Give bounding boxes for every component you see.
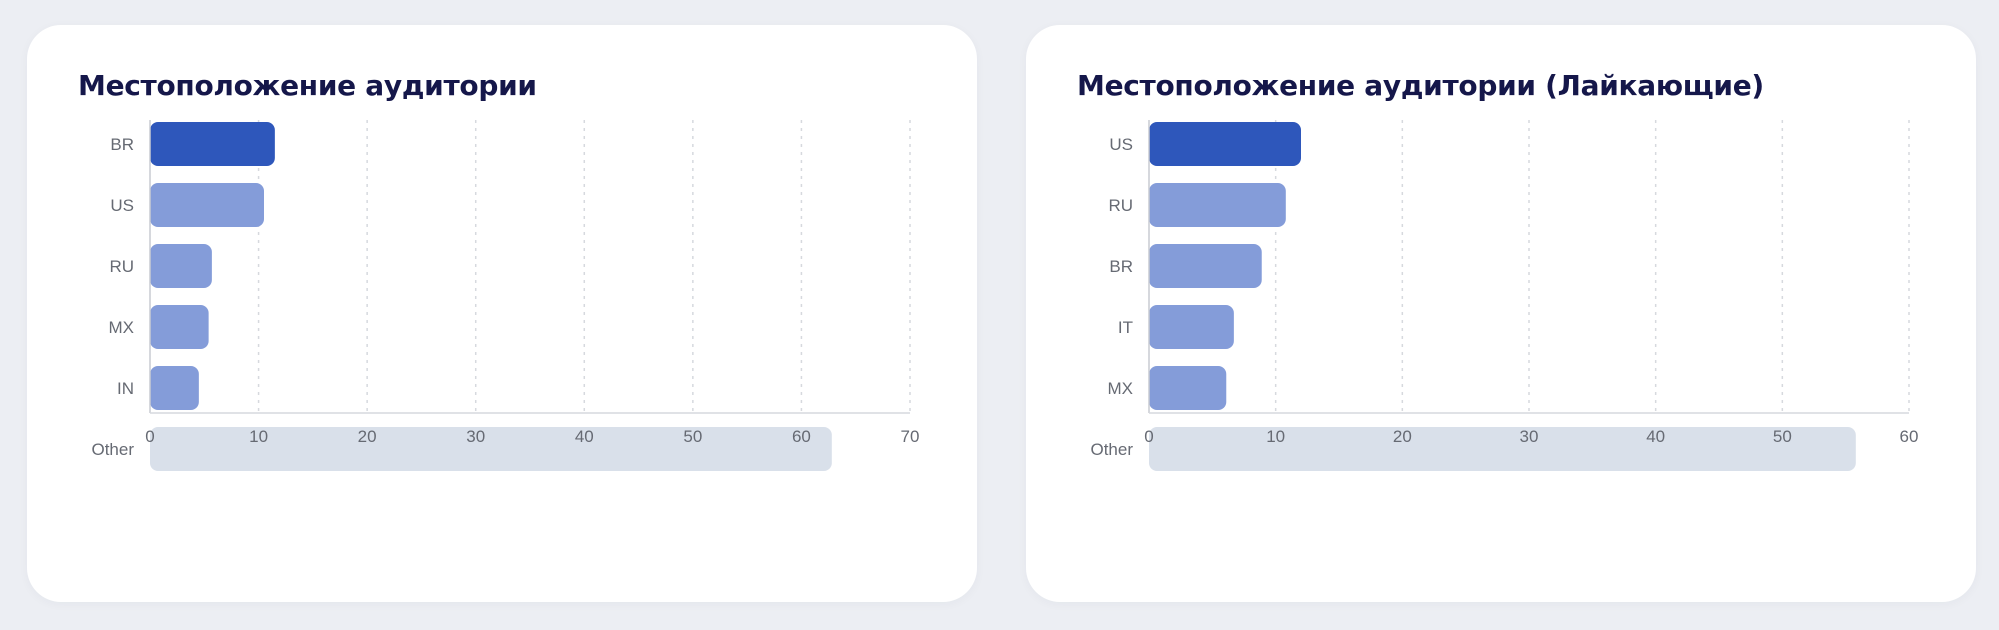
category-label: BR xyxy=(110,135,134,154)
bar-mx[interactable] xyxy=(1149,366,1227,410)
category-label: RU xyxy=(1108,196,1133,215)
x-tick-label: 20 xyxy=(1393,427,1412,446)
x-tick-label: 0 xyxy=(1144,427,1153,446)
bar-us[interactable] xyxy=(1149,122,1301,166)
bar-us[interactable] xyxy=(150,183,264,227)
bar-other[interactable] xyxy=(1149,427,1856,471)
x-tick-label: 40 xyxy=(575,427,594,446)
category-label: BR xyxy=(1109,257,1133,276)
category-label: Other xyxy=(1090,440,1133,459)
x-tick-label: 60 xyxy=(1900,427,1919,446)
audience-location-chart: BR US RU MX IN Other 0 10 20 30 40 50 60 70 xyxy=(91,120,920,471)
bar-br[interactable] xyxy=(150,122,275,166)
audience-location-likers-chart: US RU BR IT MX Other 0 10 20 30 40 50 60 xyxy=(1090,120,1919,471)
bar-br[interactable] xyxy=(1149,244,1262,288)
category-label: US xyxy=(110,196,134,215)
category-label: Other xyxy=(91,440,134,459)
category-label: US xyxy=(1109,135,1133,154)
category-label: IT xyxy=(1118,318,1133,337)
chart-title: Местоположение аудитории (Лайкающие) xyxy=(1077,69,1764,102)
chart-title: Местоположение аудитории xyxy=(78,69,537,102)
x-tick-label: 60 xyxy=(792,427,811,446)
bar-in[interactable] xyxy=(150,366,199,410)
x-tick-label: 70 xyxy=(901,427,920,446)
category-label: IN xyxy=(117,379,134,398)
bar-mx[interactable] xyxy=(150,305,209,349)
x-tick-label: 50 xyxy=(683,427,702,446)
x-tick-label: 10 xyxy=(249,427,268,446)
audience-location-likers-card: Местоположение аудитории (Лайкающие) US R… xyxy=(1026,25,1976,602)
bar-it[interactable] xyxy=(1149,305,1234,349)
audience-location-card: Местоположение аудитории BR US RU MX IN Other… xyxy=(27,25,977,602)
bar-ru[interactable] xyxy=(150,244,212,288)
x-tick-label: 0 xyxy=(145,427,154,446)
x-tick-label: 30 xyxy=(466,427,485,446)
category-label: MX xyxy=(109,318,135,337)
x-tick-label: 10 xyxy=(1266,427,1285,446)
category-label: RU xyxy=(109,257,134,276)
x-tick-label: 40 xyxy=(1646,427,1665,446)
x-tick-label: 20 xyxy=(358,427,377,446)
bar-ru[interactable] xyxy=(1149,183,1286,227)
bar-other[interactable] xyxy=(150,427,832,471)
category-label: MX xyxy=(1108,379,1134,398)
x-tick-label: 30 xyxy=(1520,427,1539,446)
x-tick-label: 50 xyxy=(1773,427,1792,446)
